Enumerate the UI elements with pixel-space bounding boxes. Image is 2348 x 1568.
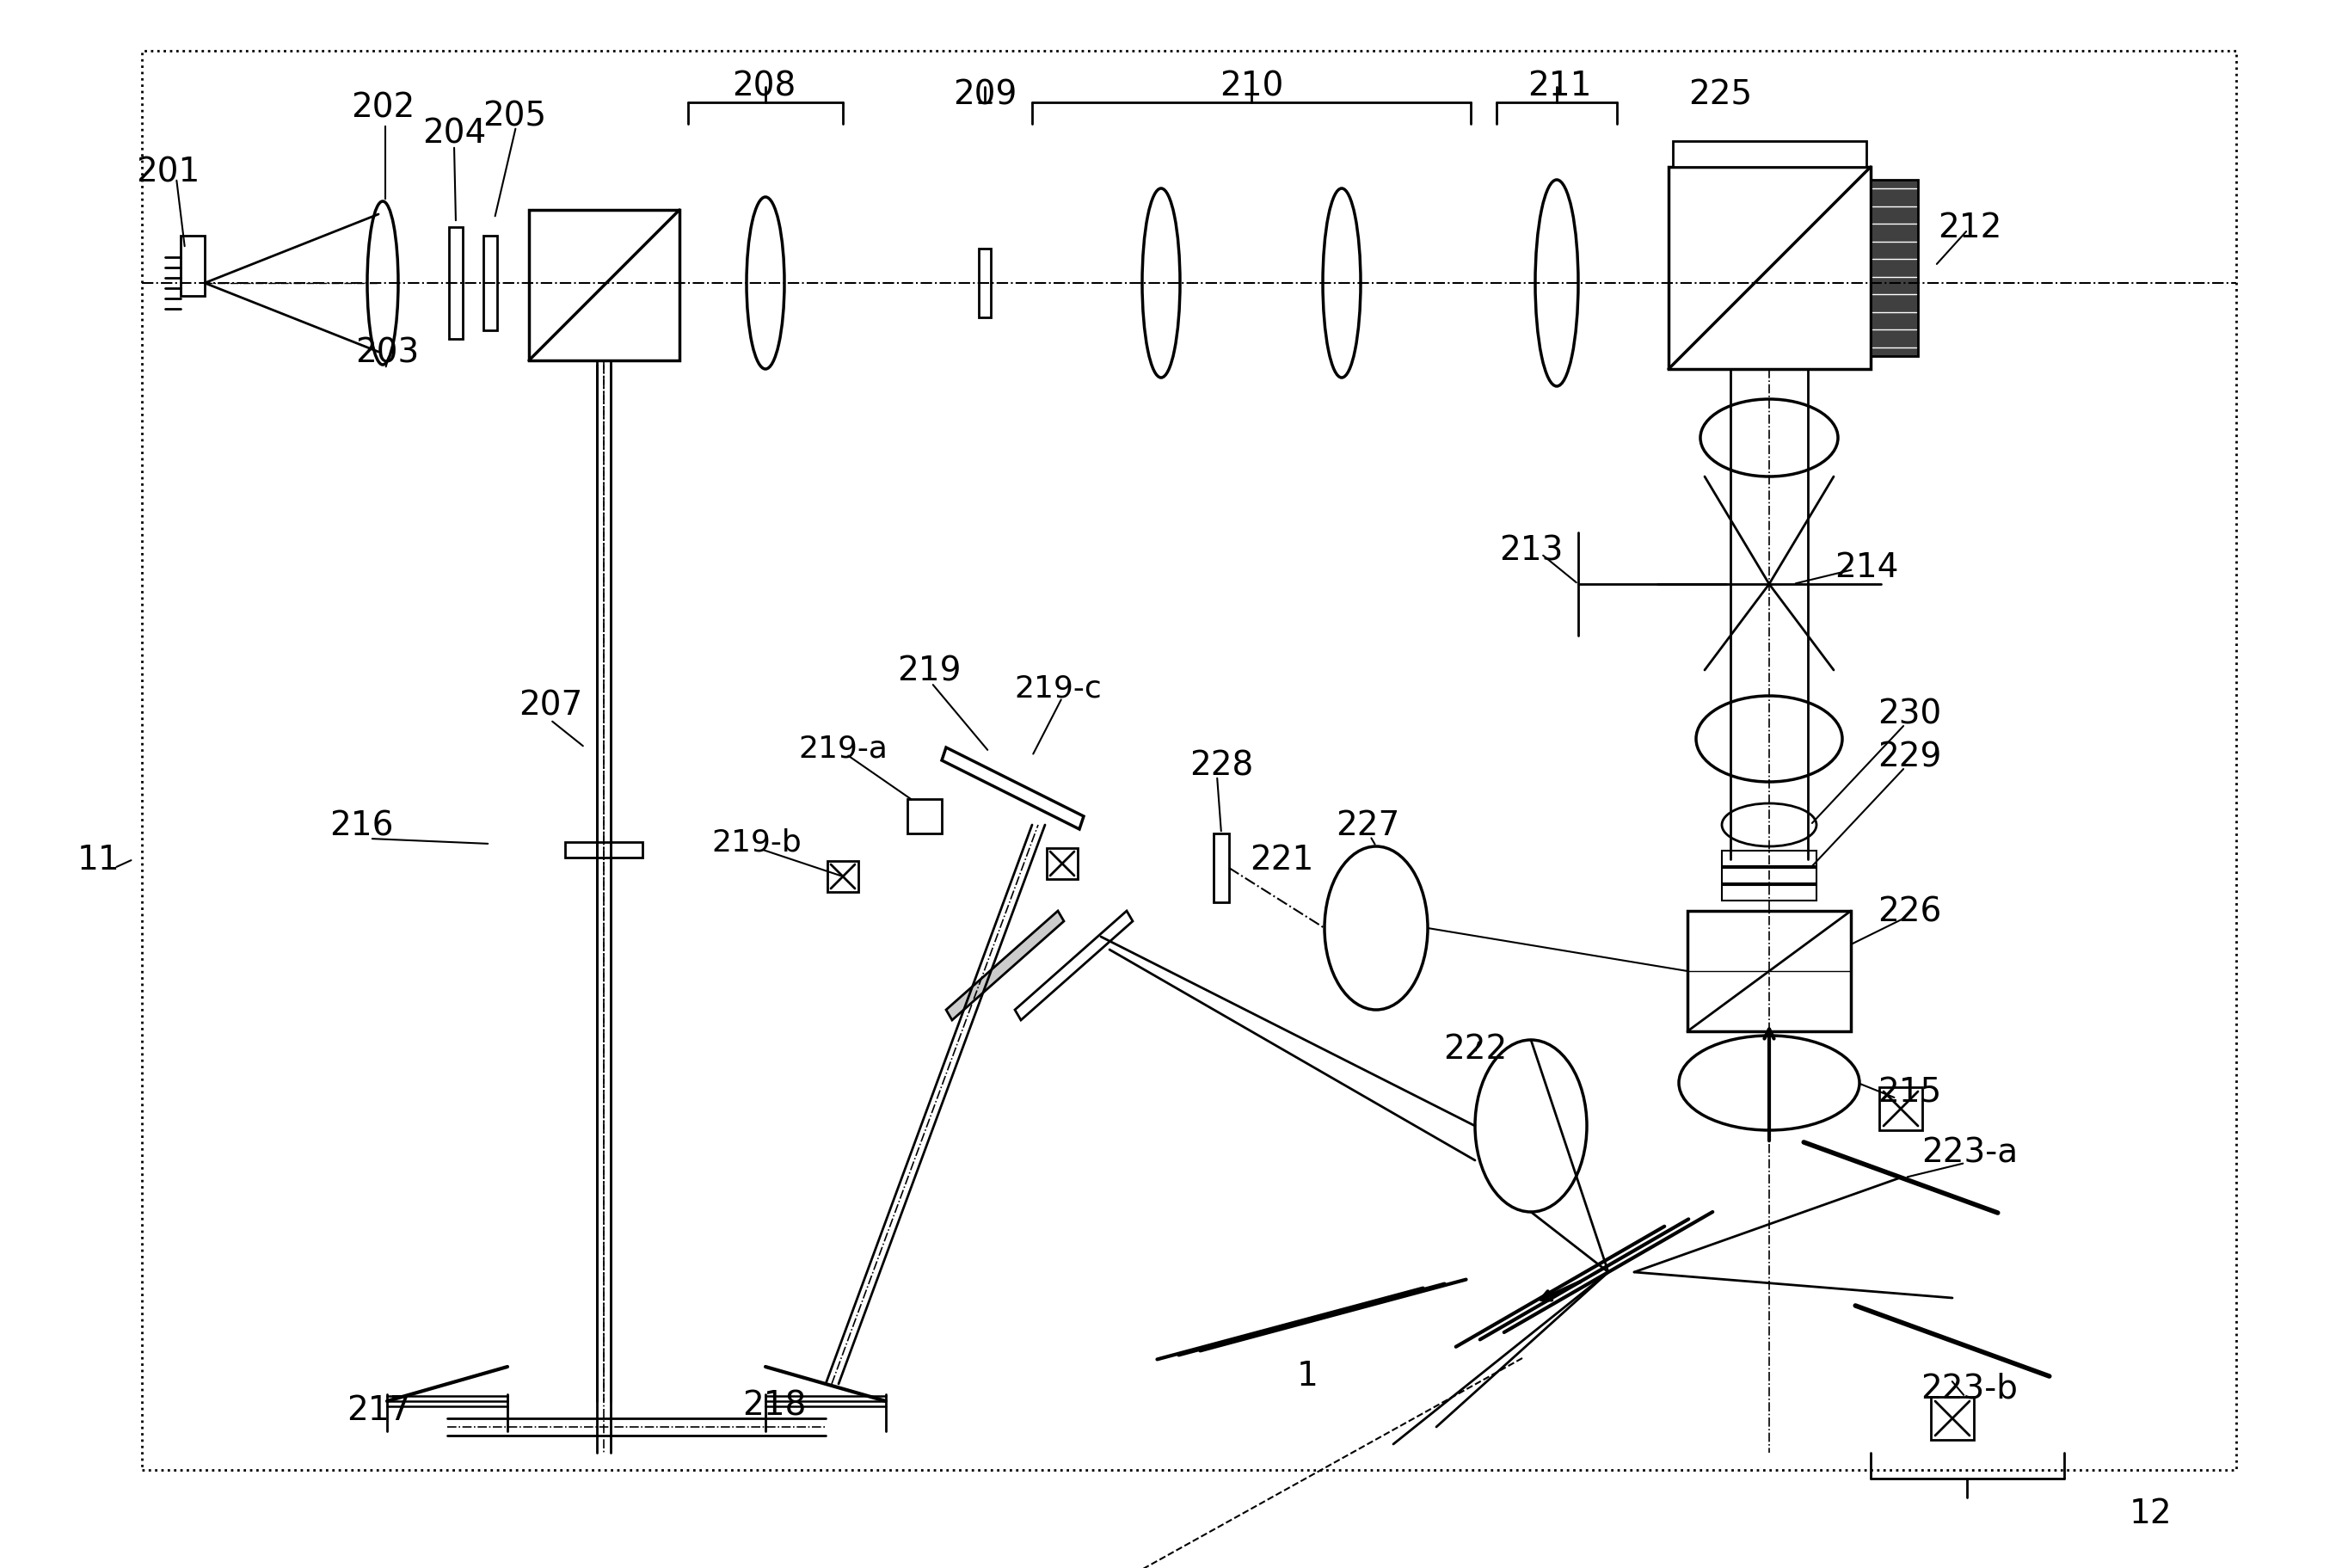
Text: 223-b: 223-b [1921, 1372, 2019, 1405]
Bar [1930, 1397, 1975, 1439]
Ellipse shape [747, 198, 784, 370]
Text: 1: 1 [1296, 1359, 1317, 1392]
Polygon shape [1014, 911, 1132, 1021]
Bar [1672, 141, 1867, 168]
Ellipse shape [1695, 696, 1843, 782]
Bar [979, 249, 991, 318]
Ellipse shape [1721, 804, 1817, 847]
Text: 229: 229 [1878, 740, 1942, 773]
Text: 211: 211 [1526, 69, 1592, 102]
Text: 214: 214 [1834, 550, 1897, 583]
Text: 222: 222 [1444, 1032, 1507, 1065]
Text: 226: 226 [1878, 895, 1942, 928]
Text: 207: 207 [519, 688, 582, 721]
Bar [1871, 180, 1918, 358]
Bar [906, 800, 942, 834]
Text: 213: 213 [1498, 533, 1564, 566]
Text: 218: 218 [742, 1389, 805, 1422]
Bar [448, 227, 463, 340]
Ellipse shape [1322, 190, 1359, 378]
Ellipse shape [1679, 1036, 1860, 1131]
Polygon shape [942, 748, 1085, 829]
Text: 209: 209 [953, 78, 1017, 111]
Text: 223-a: 223-a [1921, 1135, 2017, 1168]
Bar [826, 861, 859, 892]
Text: 210: 210 [1219, 69, 1284, 102]
Text: 12: 12 [2130, 1496, 2172, 1529]
Text: 216: 216 [329, 809, 392, 842]
Text: 221: 221 [1249, 844, 1313, 877]
Ellipse shape [1536, 180, 1578, 387]
Text: 228: 228 [1190, 750, 1254, 781]
Text: 208: 208 [733, 69, 796, 102]
Text: 219-a: 219-a [798, 734, 888, 762]
Bar [484, 237, 498, 331]
Bar [141, 52, 2235, 1471]
Text: 201: 201 [136, 155, 200, 188]
Bar [566, 842, 643, 858]
Ellipse shape [366, 202, 399, 365]
Ellipse shape [1141, 190, 1181, 378]
Text: 202: 202 [350, 91, 416, 124]
Bar [1688, 911, 1850, 1032]
Bar [1214, 834, 1228, 903]
Bar [1878, 1088, 1923, 1131]
Polygon shape [946, 911, 1064, 1021]
Text: 219-b: 219-b [711, 828, 803, 858]
Ellipse shape [1700, 400, 1838, 477]
Bar [1669, 168, 1871, 370]
Text: 217: 217 [348, 1394, 411, 1427]
Bar [1721, 851, 1817, 867]
Text: 230: 230 [1878, 698, 1942, 729]
Bar [1721, 886, 1817, 902]
Text: 227: 227 [1336, 809, 1399, 842]
Text: 203: 203 [355, 336, 418, 368]
Text: 205: 205 [481, 100, 547, 132]
Text: 219: 219 [897, 654, 960, 687]
Text: 225: 225 [1688, 78, 1752, 111]
Ellipse shape [1475, 1040, 1587, 1212]
Text: 219-c: 219-c [1014, 673, 1101, 702]
Bar [528, 210, 679, 361]
Bar [181, 237, 204, 296]
Ellipse shape [1324, 847, 1428, 1010]
Text: 11: 11 [77, 844, 120, 877]
Bar [1047, 848, 1078, 880]
Bar [1721, 869, 1817, 884]
Text: 204: 204 [423, 118, 486, 149]
Text: 212: 212 [1937, 212, 2000, 245]
Text: 215: 215 [1878, 1076, 1942, 1109]
